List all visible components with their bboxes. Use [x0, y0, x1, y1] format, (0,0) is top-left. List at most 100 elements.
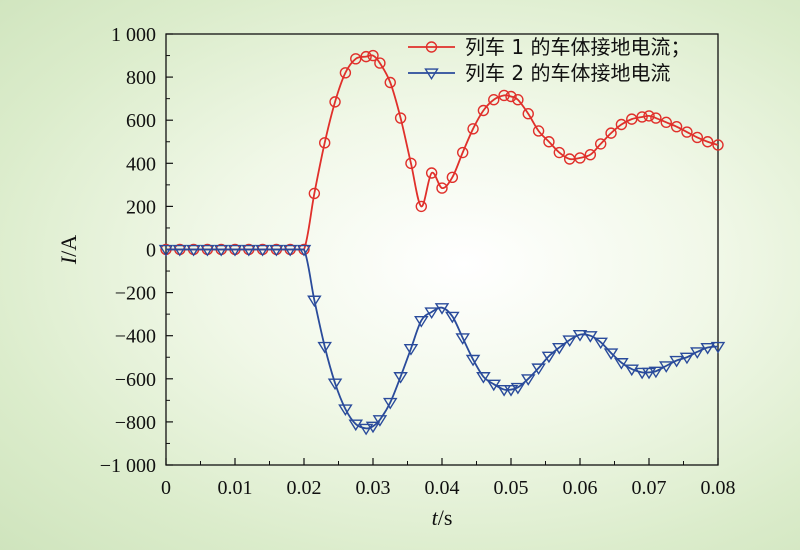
series-1-marker: [584, 148, 597, 161]
series-2-marker: [669, 355, 684, 368]
series-2-marker: [593, 337, 608, 350]
series-1-marker: [319, 137, 331, 149]
series-2-marker: [186, 244, 201, 257]
y-tick-label: 200: [126, 196, 156, 218]
series-2-marker: [510, 382, 526, 395]
series-2-marker: [700, 342, 715, 355]
series-2-marker: [307, 295, 322, 308]
series-1-marker: [681, 126, 693, 138]
series-1-marker: [488, 94, 500, 106]
x-tick-label: 0.01: [218, 477, 253, 499]
series-1-marker: [712, 139, 724, 151]
series-1-marker: [553, 146, 565, 159]
y-tick-label: 600: [126, 110, 156, 132]
series-1-marker: [498, 89, 510, 102]
series-1-marker: [615, 118, 628, 131]
series-2-marker: [200, 244, 215, 257]
series-1-marker: [670, 120, 683, 133]
series-1-marker: [636, 111, 648, 123]
series-2-marker: [562, 335, 577, 348]
legend-label-1: 列车 1 的车体接地电流；: [465, 35, 690, 59]
series-2-marker: [414, 316, 429, 328]
series-2-marker: [552, 342, 567, 355]
series-1-marker: [543, 136, 555, 148]
legend-marker-2: [424, 68, 439, 81]
series-1-marker: [701, 136, 714, 148]
series-2-marker: [634, 367, 650, 380]
series-2-marker: [172, 244, 188, 257]
series-2-marker: [393, 372, 408, 384]
series-2-marker: [710, 341, 726, 354]
series-2-marker: [455, 333, 470, 345]
series-1-marker: [367, 49, 379, 62]
y-tick-label: 0: [146, 240, 156, 262]
series-2-marker: [520, 374, 536, 386]
series-2-marker: [241, 244, 257, 257]
series-1-marker: [436, 182, 448, 194]
series-2-marker: [358, 423, 374, 436]
series-2-marker: [541, 351, 557, 364]
series-2-marker: [531, 363, 546, 376]
legend-marker-1: [425, 41, 438, 53]
series-2-marker: [445, 311, 460, 324]
series-2-marker: [476, 372, 491, 384]
series-2-marker: [465, 354, 481, 367]
series-1-marker: [522, 108, 534, 120]
series-2-marker: [296, 244, 312, 257]
series-2-marker: [648, 366, 664, 379]
series-2-marker: [572, 330, 588, 342]
series-1-marker: [643, 110, 655, 122]
x-tick-label: 0: [161, 477, 171, 499]
y-tick-label: 800: [126, 67, 156, 89]
x-axis-label: t/s: [432, 505, 453, 530]
series-2-marker: [503, 384, 519, 397]
series-2-marker: [690, 347, 705, 359]
series-1-marker: [660, 116, 672, 129]
series-line-1: [166, 54, 719, 251]
series-2-marker: [403, 344, 419, 356]
x-tick-label: 0.05: [494, 477, 529, 499]
series-2-marker: [158, 244, 174, 257]
x-tick-label: 0.08: [701, 477, 736, 499]
series-2-marker: [424, 307, 439, 320]
series-1-marker: [574, 152, 586, 164]
y-axis-label: I/A: [56, 235, 81, 265]
series-line-2: [166, 248, 719, 430]
series-2-marker: [372, 415, 388, 427]
series-1-marker: [457, 146, 469, 159]
series-1-marker: [626, 113, 638, 125]
x-tick-label: 0.04: [425, 477, 460, 499]
y-tick-label: 1 000: [111, 24, 156, 46]
series-1-marker: [394, 112, 407, 124]
y-tick-label: 400: [126, 153, 156, 175]
series-1-marker: [512, 94, 524, 106]
series-2-marker: [227, 244, 243, 257]
series-2-marker: [282, 244, 298, 257]
series-2-marker: [434, 303, 450, 315]
y-tick-label: −1 000: [100, 455, 156, 477]
series-2-marker: [583, 331, 598, 343]
series-1-marker: [595, 138, 607, 150]
series-2-marker: [679, 352, 695, 365]
legend-label-2: 列车 2 的车体接地电流: [465, 61, 670, 85]
series-2-marker: [641, 367, 657, 380]
y-tick-label: −600: [115, 369, 156, 391]
series-1-marker: [350, 53, 362, 65]
series-2-marker: [348, 419, 364, 432]
series-1-marker: [605, 127, 617, 139]
series-2-marker: [327, 378, 343, 391]
series-2-marker: [624, 364, 640, 377]
series-2-marker: [658, 361, 674, 373]
series-2-marker: [317, 341, 332, 354]
series-1-marker: [339, 67, 352, 79]
series-2-marker: [603, 348, 619, 360]
series-1-marker: [329, 96, 341, 108]
y-tick-label: −800: [115, 412, 156, 434]
x-tick-label: 0.02: [287, 477, 322, 499]
series-2-marker: [269, 244, 284, 257]
series-1-marker: [532, 125, 545, 137]
series-1-marker: [446, 171, 459, 184]
x-tick-label: 0.06: [563, 477, 598, 499]
